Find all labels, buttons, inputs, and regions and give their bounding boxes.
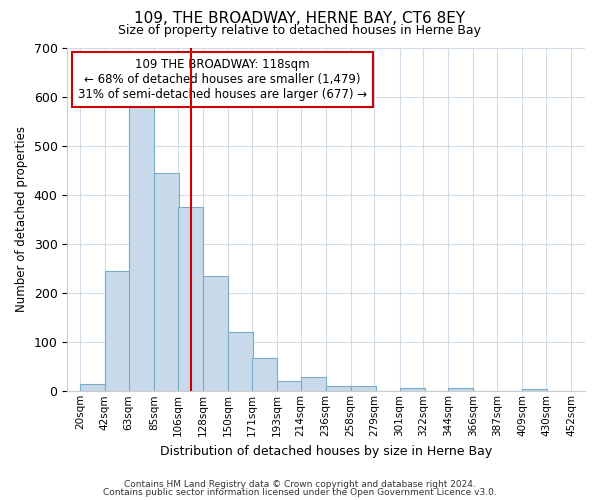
Text: 109, THE BROADWAY, HERNE BAY, CT6 8EY: 109, THE BROADWAY, HERNE BAY, CT6 8EY (134, 11, 466, 26)
Bar (400, 388, 425, 392)
Text: Size of property relative to detached houses in Herne Bay: Size of property relative to detached ho… (119, 24, 482, 37)
Bar (203, 276, 228, 392)
Y-axis label: Number of detached properties: Number of detached properties (15, 126, 28, 312)
Bar (523, 389, 547, 392)
Bar (154, 172, 179, 392)
Bar (448, 388, 473, 392)
Bar (326, 386, 350, 392)
X-axis label: Distribution of detached houses by size in Herne Bay: Distribution of detached houses by size … (160, 444, 492, 458)
Text: 109 THE BROADWAY: 118sqm
← 68% of detached houses are smaller (1,479)
31% of sem: 109 THE BROADWAY: 118sqm ← 68% of detach… (78, 58, 367, 101)
Bar (105, 271, 130, 392)
Bar (350, 386, 376, 392)
Bar (277, 382, 302, 392)
Bar (178, 207, 203, 392)
Text: Contains HM Land Registry data © Crown copyright and database right 2024.: Contains HM Land Registry data © Crown c… (124, 480, 476, 489)
Bar (80, 384, 105, 392)
Bar (228, 332, 253, 392)
Bar (129, 104, 154, 392)
Bar (251, 358, 277, 392)
Text: Contains public sector information licensed under the Open Government Licence v3: Contains public sector information licen… (103, 488, 497, 497)
Bar (301, 376, 326, 392)
